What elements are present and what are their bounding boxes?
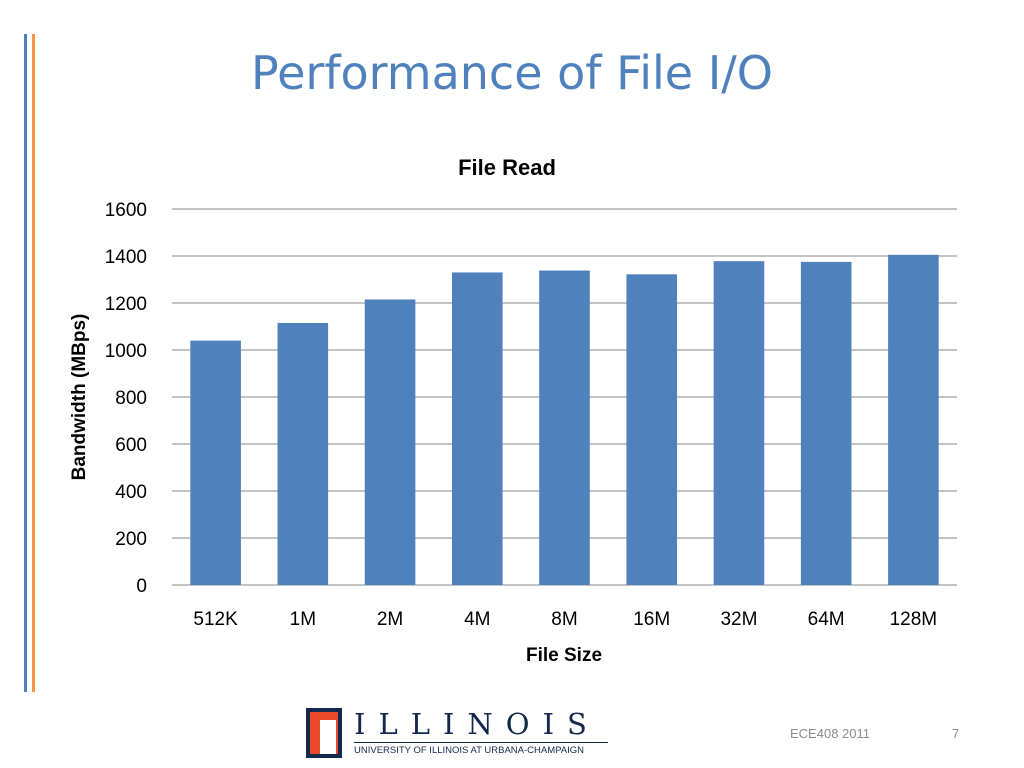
y-tick-label: 1600 <box>105 200 147 221</box>
page-number: 7 <box>952 726 960 741</box>
bar-64M <box>800 261 852 585</box>
x-tick-label: 512K <box>193 609 238 630</box>
bar-4M <box>451 272 503 585</box>
x-tick-label: 32M <box>720 609 757 630</box>
bar-512K <box>190 340 241 585</box>
y-tick-label: 1400 <box>105 247 147 268</box>
y-tick-label: 800 <box>115 388 147 409</box>
accent-line-blue <box>24 34 27 692</box>
logo-wordmark: ILLINOIS <box>354 707 600 741</box>
y-tick-label: 400 <box>115 482 147 503</box>
x-tick-label: 128M <box>890 609 938 630</box>
x-tick-label: 64M <box>808 609 845 630</box>
chart-title: File Read <box>458 155 556 180</box>
x-tick-label: 1M <box>290 609 316 630</box>
bar-32M <box>713 261 765 585</box>
block-i-icon <box>306 708 342 758</box>
bar-16M <box>626 274 678 585</box>
y-tick-labels: 0 200 400 600 800 1000 1200 1400 1600 <box>105 200 147 597</box>
y-axis-label: Bandwidth (MBps) <box>69 314 90 481</box>
x-tick-label: 16M <box>633 609 670 630</box>
y-tick-label: 600 <box>115 435 147 456</box>
y-tick-label: 200 <box>115 529 147 550</box>
x-axis-label: File Size <box>526 645 602 666</box>
footer-course-label: ECE408 2011 <box>790 726 870 741</box>
x-tick-labels: 512K 1M 2M 4M 8M 16M 32M 64M 128M <box>193 609 937 630</box>
bar-2M <box>364 299 416 585</box>
y-tick-label: 1200 <box>105 294 147 315</box>
university-logo: ILLINOIS UNIVERSITY OF ILLINOIS AT URBAN… <box>306 706 610 760</box>
accent-line-orange <box>32 34 35 692</box>
bar-1M <box>277 322 329 585</box>
logo-rule <box>354 742 608 743</box>
y-tick-label: 1000 <box>105 341 147 362</box>
logo-subtitle: UNIVERSITY OF ILLINOIS AT URBANA-CHAMPAI… <box>354 745 584 756</box>
slide-title: Performance of File I/O <box>251 46 773 100</box>
bars <box>190 254 939 585</box>
x-tick-label: 2M <box>377 609 403 630</box>
x-tick-label: 8M <box>551 609 577 630</box>
y-tick-label: 0 <box>136 576 147 597</box>
bar-128M <box>888 254 939 585</box>
x-tick-label: 4M <box>464 609 490 630</box>
bar-8M <box>539 270 590 585</box>
